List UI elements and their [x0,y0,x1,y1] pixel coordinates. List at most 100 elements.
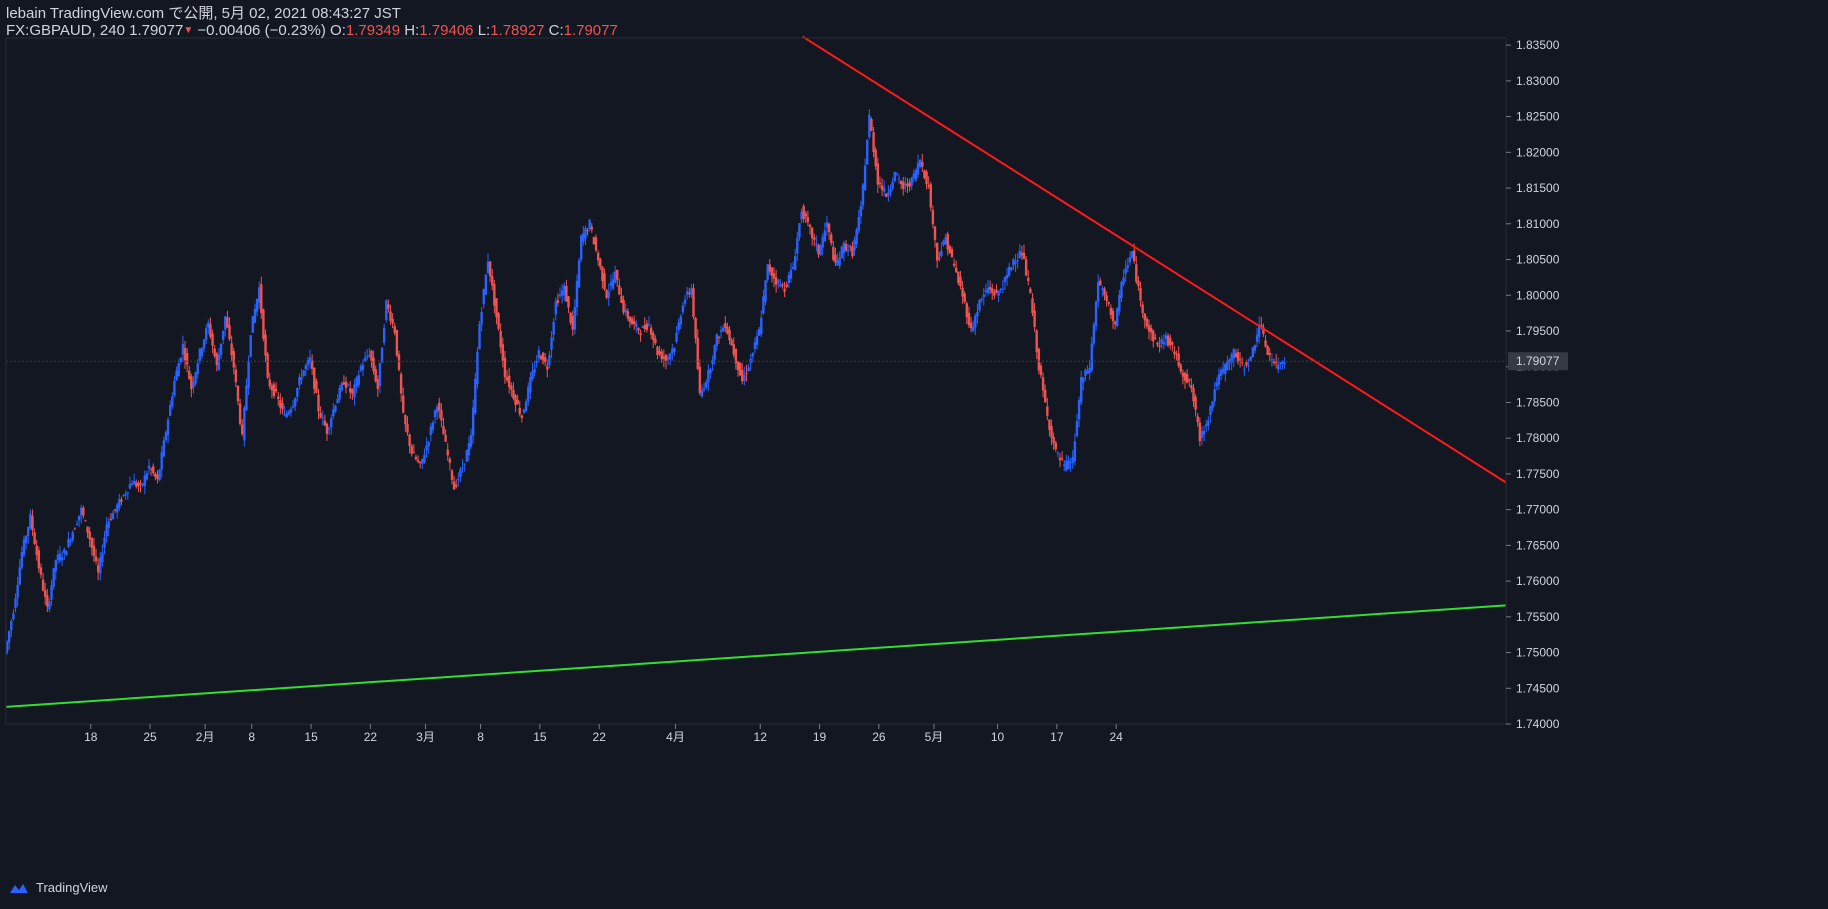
candle-body [885,193,888,197]
candle-body [715,334,719,347]
candle-body [465,450,469,462]
candle-body [1109,307,1113,315]
candle-body [54,560,57,572]
candle-body [50,585,53,600]
candle-body [425,445,428,451]
candle-body [321,417,324,419]
candle-body [382,327,386,343]
candle-body [1118,295,1121,312]
candle-body [522,409,526,413]
candle-body [1067,459,1070,470]
candle-body [24,536,28,544]
candle-body [1029,288,1032,293]
candle-body [1241,361,1244,363]
candle-body [402,395,405,413]
resistance-trendline[interactable] [802,35,1507,484]
candle-body [789,269,793,279]
candle-body [387,304,390,309]
candle-body [810,227,814,239]
candle-body [73,528,77,530]
candle-body [933,226,937,240]
candle-body [563,285,566,296]
candle-body [486,261,490,273]
candle-body [5,641,9,653]
candle-body [491,275,494,286]
candle-body [707,370,710,383]
candle-body [588,220,591,229]
candle-body [1058,457,1062,461]
candle-body [878,182,882,185]
candle-body [647,323,651,325]
candle-body [921,161,924,167]
candle-body [92,545,96,557]
close-label: C: [548,22,564,39]
candle-body [293,398,297,407]
candle-body [289,408,293,413]
candle-body [1198,422,1202,441]
candle-body [1088,367,1091,373]
candle-body [575,280,579,308]
candle-body [880,185,884,190]
candle-body [67,538,70,547]
candle-body [1043,389,1047,403]
candle-body [391,318,394,324]
candle-body [995,289,998,293]
candle-body [698,366,702,393]
candle-body [213,348,216,357]
candle-body [652,333,655,341]
candle-body [785,284,788,287]
candle-body [535,361,538,363]
candle-body [980,298,983,301]
candle-body [700,389,704,397]
candle-body [1215,382,1219,387]
candle-body [745,372,748,374]
candle-body [1200,430,1204,438]
support-trendline[interactable] [5,604,1507,708]
candle-body [126,492,130,494]
candle-body [1207,420,1210,426]
candle-body [1103,288,1106,296]
candle-body [1105,295,1108,302]
candle-body [830,234,833,243]
candle-body [1056,452,1060,454]
candle-body [1048,419,1051,430]
tradingview-footer[interactable]: TradingView [8,880,108,895]
candle-body [777,280,780,284]
time-axis[interactable]: 18 25 2月 8 15 22 3月 8 15 22 4月 12 19 26 5月 10 17 24 [84,724,1123,744]
y-tick-label: 1.83500 [1516,38,1560,52]
candle-body [116,504,119,513]
candle-body [1027,277,1030,281]
candle-body [516,399,519,405]
candle-body [41,579,45,591]
candle-body [215,353,219,366]
candle-body [63,549,66,553]
candle-body [48,601,51,610]
candle-body [370,350,373,362]
candle-body [457,478,460,480]
candle-body [757,329,761,336]
candle-body [408,434,411,446]
candle-body [1012,259,1015,266]
price-change: −0.00406 (−0.23%) [197,22,326,39]
candle-body [1270,359,1274,361]
candle-body [219,343,223,356]
candle-body [1132,250,1136,262]
candle-body [1020,252,1024,256]
x-tick-label: 5月 [925,730,944,744]
y-tick-label: 1.78500 [1516,395,1560,409]
candle-body [181,343,185,355]
candle-body [429,426,432,435]
x-tick-label: 2月 [196,730,215,744]
candle-body [734,348,738,364]
candle-body [444,434,447,442]
candle-body [1090,343,1094,371]
candle-body [60,557,64,561]
candle-body [1217,374,1221,385]
candle-body [906,183,909,187]
symbol-label[interactable]: FX:GBPAUD, 240 [6,22,125,39]
candle-body [94,556,98,562]
price-axis[interactable]: 1.83500 1.83000 1.82500 1.82000 1.81500 1.810… [1506,38,1560,731]
candle-body [863,165,867,191]
candle-body [1196,416,1199,423]
